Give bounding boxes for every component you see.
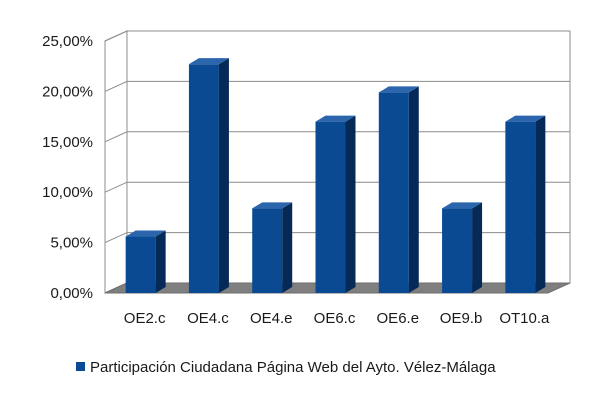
bar [188, 58, 229, 294]
x-category-label: OE6.e [377, 310, 420, 327]
x-category-label: OE4.e [250, 310, 293, 327]
y-tick-label: 10,00% [42, 184, 93, 201]
legend-label: Participación Ciudadana Página Web del A… [90, 359, 496, 376]
bar-side [345, 115, 356, 293]
bar-side [535, 115, 546, 293]
bar [252, 202, 293, 293]
bar-top [125, 230, 166, 237]
bar-front [442, 208, 473, 293]
bar-top [442, 202, 483, 209]
x-axis-categories: OE2.c OE4.c OE4.e OE6.c OE6.e OE9.b OT10.a [124, 310, 550, 327]
legend-swatch [76, 362, 85, 371]
side-wall [104, 30, 128, 294]
bar-top [505, 115, 546, 122]
bar-side [472, 202, 483, 293]
x-category-label: OE2.c [124, 310, 166, 327]
y-tick-label: 5,00% [50, 235, 93, 252]
bar [505, 115, 546, 293]
y-tick-label: 20,00% [42, 83, 93, 100]
bar-top [315, 115, 356, 122]
bar [315, 115, 356, 293]
y-tick-label: 25,00% [42, 33, 93, 50]
gridline [104, 80, 570, 92]
bar-side [218, 58, 229, 294]
gridline [104, 181, 570, 193]
y-tick-label: 15,00% [42, 134, 93, 151]
bar-side [282, 202, 293, 293]
bar-front [378, 92, 409, 294]
y-axis-ticks: 0,00% 5,00% 10,00% 15,00% 20,00% 25,00% [42, 33, 93, 302]
bar-top [252, 202, 293, 209]
legend: Participación Ciudadana Página Web del A… [76, 359, 496, 376]
gridline [104, 131, 570, 143]
x-category-label: OT10.a [499, 310, 550, 327]
bar-front [315, 121, 346, 293]
bar-top [188, 58, 229, 65]
bar-front [125, 236, 156, 293]
x-category-label: OE6.c [314, 310, 356, 327]
bar-front [188, 64, 219, 294]
bar-front [252, 208, 283, 293]
bar-top [378, 86, 419, 93]
gridline [104, 232, 570, 244]
bar-front [505, 121, 536, 293]
bars-layer [125, 58, 546, 294]
bar-side [155, 230, 166, 293]
bar [125, 230, 166, 293]
x-category-label: OE4.c [187, 310, 229, 327]
x-category-label: OE9.b [440, 310, 483, 327]
bar-side [408, 86, 419, 294]
gridline [104, 30, 570, 42]
bar [378, 86, 419, 294]
bar [442, 202, 483, 293]
y-tick-label: 0,00% [50, 285, 93, 302]
